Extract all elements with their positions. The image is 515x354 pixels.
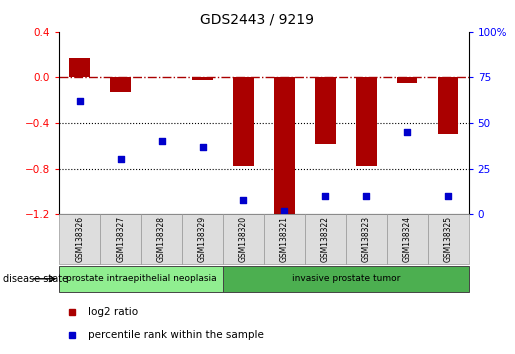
Point: [403, 129, 411, 135]
Text: GDS2443 / 9219: GDS2443 / 9219: [200, 12, 315, 27]
Text: percentile rank within the sample: percentile rank within the sample: [88, 330, 264, 341]
Text: log2 ratio: log2 ratio: [88, 307, 138, 318]
Point: [158, 138, 166, 144]
Text: GSM138328: GSM138328: [157, 216, 166, 262]
Text: GSM138324: GSM138324: [403, 216, 411, 262]
Bar: [356, 78, 376, 166]
Bar: [110, 78, 131, 92]
Text: GSM138325: GSM138325: [444, 216, 453, 262]
Point: [76, 98, 84, 104]
Bar: [233, 78, 254, 166]
Bar: [192, 78, 213, 80]
Text: GSM138320: GSM138320: [239, 216, 248, 262]
Point: [198, 144, 207, 149]
Point: [239, 197, 248, 202]
Bar: [59, 266, 223, 292]
Text: prostate intraepithelial neoplasia: prostate intraepithelial neoplasia: [66, 274, 216, 283]
Point: [280, 208, 288, 213]
Text: GSM138321: GSM138321: [280, 216, 289, 262]
Bar: [100, 214, 141, 264]
Text: GSM138322: GSM138322: [321, 216, 330, 262]
Bar: [223, 214, 264, 264]
Text: GSM138327: GSM138327: [116, 216, 125, 262]
Point: [116, 156, 125, 162]
Bar: [346, 214, 387, 264]
Bar: [305, 214, 346, 264]
Bar: [438, 78, 458, 135]
Point: [321, 193, 330, 199]
Bar: [274, 78, 295, 214]
Text: GSM138326: GSM138326: [75, 216, 84, 262]
Bar: [59, 214, 100, 264]
Bar: [70, 58, 90, 78]
Bar: [315, 78, 336, 143]
Point: [362, 193, 370, 199]
Bar: [397, 78, 418, 83]
Bar: [387, 214, 427, 264]
Bar: [182, 214, 223, 264]
Bar: [264, 214, 305, 264]
Text: invasive prostate tumor: invasive prostate tumor: [291, 274, 400, 283]
Text: GSM138329: GSM138329: [198, 216, 207, 262]
Bar: [223, 266, 469, 292]
Text: GSM138323: GSM138323: [362, 216, 371, 262]
Bar: [427, 214, 469, 264]
Point: [444, 193, 452, 199]
Bar: [141, 214, 182, 264]
Text: disease state: disease state: [3, 274, 67, 284]
